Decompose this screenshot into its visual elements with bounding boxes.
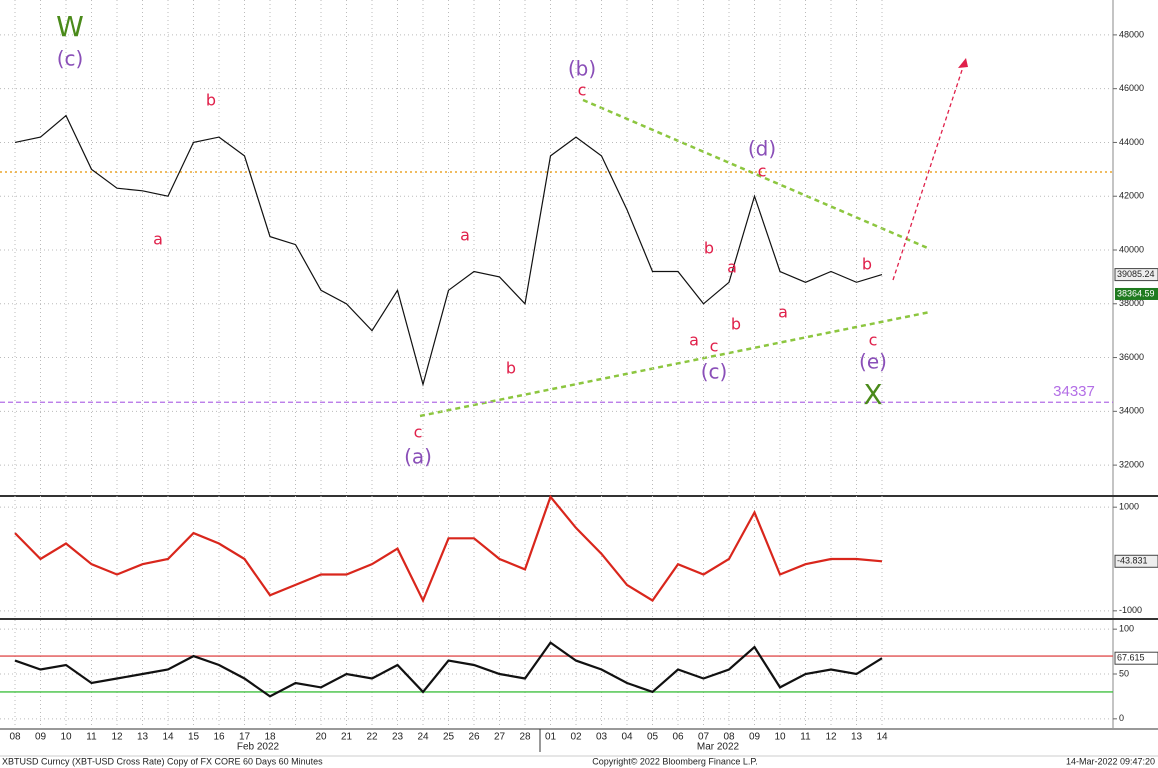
series-line bbox=[14, 494, 883, 604]
wave-label: (a) bbox=[404, 445, 432, 469]
last-value-label: -43.831 bbox=[1117, 556, 1148, 566]
x-tick-label: 11 bbox=[800, 732, 811, 743]
last-value-box bbox=[1114, 651, 1158, 665]
x-tick-label: 28 bbox=[519, 732, 531, 743]
wave-label: (d) bbox=[748, 137, 776, 161]
x-tick-label: 05 bbox=[647, 732, 659, 743]
x-tick-label: 24 bbox=[417, 732, 429, 743]
y-tick-label: 42000 bbox=[1119, 191, 1144, 201]
x-tick-label: 07 bbox=[698, 732, 710, 743]
x-tick-label: 26 bbox=[468, 732, 480, 743]
reference-label: 34337 bbox=[1053, 383, 1095, 400]
x-tick-label: 03 bbox=[596, 732, 608, 743]
wave-label: X bbox=[863, 378, 882, 411]
y-tick-label: 1000 bbox=[1119, 502, 1139, 512]
wave-label: (b) bbox=[568, 57, 596, 81]
marker-label: 38364.59 bbox=[1117, 288, 1155, 298]
wave-label: b bbox=[206, 91, 216, 110]
x-tick-label: 15 bbox=[188, 732, 200, 743]
x-tick-label: 11 bbox=[86, 732, 97, 743]
last-value-box bbox=[1114, 268, 1158, 282]
x-tick-label: 16 bbox=[213, 732, 225, 743]
footer-right: 14-Mar-2022 09:47:20 bbox=[1066, 756, 1155, 766]
x-tick-label: 08 bbox=[9, 732, 21, 743]
x-group-label: Mar 2022 bbox=[697, 742, 740, 753]
y-tick-label: 38000 bbox=[1119, 298, 1144, 308]
wave-label: W bbox=[56, 10, 84, 43]
x-tick-label: 09 bbox=[749, 732, 761, 743]
last-value-label: 39085.24 bbox=[1117, 269, 1155, 279]
y-tick-label: 40000 bbox=[1119, 244, 1144, 254]
x-tick-label: 02 bbox=[570, 732, 582, 743]
wave-label: b bbox=[731, 315, 741, 334]
y-tick-label: 44000 bbox=[1119, 137, 1144, 147]
wave-label: c bbox=[710, 337, 719, 356]
wave-label: c bbox=[578, 81, 587, 100]
series-line bbox=[14, 114, 883, 387]
wave-label: a bbox=[727, 258, 737, 277]
x-tick-label: 14 bbox=[162, 732, 174, 743]
x-tick-label: 10 bbox=[60, 732, 72, 743]
y-tick-label: 50 bbox=[1119, 668, 1129, 678]
trend-line bbox=[419, 310, 931, 418]
x-tick-label: 14 bbox=[876, 732, 888, 743]
x-tick-label: 22 bbox=[366, 732, 378, 743]
wave-label: a bbox=[153, 230, 163, 249]
y-tick-label: 34000 bbox=[1119, 406, 1144, 416]
wave-label: (e) bbox=[859, 350, 887, 374]
y-tick-label: 32000 bbox=[1119, 459, 1144, 469]
arrow-head bbox=[958, 58, 968, 68]
x-tick-label: 12 bbox=[111, 732, 123, 743]
wave-label: a bbox=[460, 226, 470, 245]
x-tick-label: 25 bbox=[443, 732, 455, 743]
wave-label: b bbox=[704, 239, 714, 258]
x-tick-label: 13 bbox=[137, 732, 149, 743]
x-tick-label: 12 bbox=[825, 732, 837, 743]
y-tick-label: 36000 bbox=[1119, 352, 1144, 362]
x-tick-label: 09 bbox=[35, 732, 47, 743]
x-tick-label: 20 bbox=[315, 732, 327, 743]
x-tick-label: 10 bbox=[774, 732, 786, 743]
wave-label: (c) bbox=[57, 47, 84, 71]
y-tick-label: -1000 bbox=[1119, 605, 1142, 615]
y-tick-label: 100 bbox=[1119, 624, 1134, 634]
x-tick-label: 13 bbox=[851, 732, 863, 743]
wave-label: (c) bbox=[701, 360, 728, 384]
last-value-label: 67.615 bbox=[1117, 653, 1145, 663]
y-tick-label: 48000 bbox=[1119, 29, 1144, 39]
y-tick-label: 46000 bbox=[1119, 83, 1144, 93]
wave-label: c bbox=[869, 331, 878, 350]
x-tick-label: 23 bbox=[392, 732, 404, 743]
x-tick-label: 21 bbox=[341, 732, 353, 743]
x-tick-label: 06 bbox=[672, 732, 684, 743]
x-tick-label: 18 bbox=[264, 732, 276, 743]
x-tick-label: 27 bbox=[494, 732, 506, 743]
wave-label: c bbox=[758, 162, 767, 181]
footer-left: XBTUSD Curncy (XBT-USD Cross Rate) Copy … bbox=[2, 756, 323, 766]
wave-label: b bbox=[506, 359, 516, 378]
x-tick-label: 08 bbox=[723, 732, 735, 743]
wave-label: a bbox=[778, 303, 788, 322]
x-tick-label: 17 bbox=[239, 732, 251, 743]
projection-arrow bbox=[892, 63, 965, 281]
x-group-label: Feb 2022 bbox=[237, 742, 280, 753]
x-tick-label: 04 bbox=[621, 732, 633, 743]
series-line bbox=[14, 641, 883, 698]
wave-label: c bbox=[414, 423, 423, 442]
y-tick-label: 0 bbox=[1119, 713, 1124, 723]
marker-box bbox=[1115, 287, 1158, 300]
last-value-box bbox=[1114, 554, 1158, 568]
wave-label: a bbox=[689, 331, 699, 350]
footer-center: Copyright© 2022 Bloomberg Finance L.P. bbox=[592, 756, 758, 766]
wave-label: b bbox=[862, 255, 872, 274]
x-tick-label: 01 bbox=[545, 732, 557, 743]
